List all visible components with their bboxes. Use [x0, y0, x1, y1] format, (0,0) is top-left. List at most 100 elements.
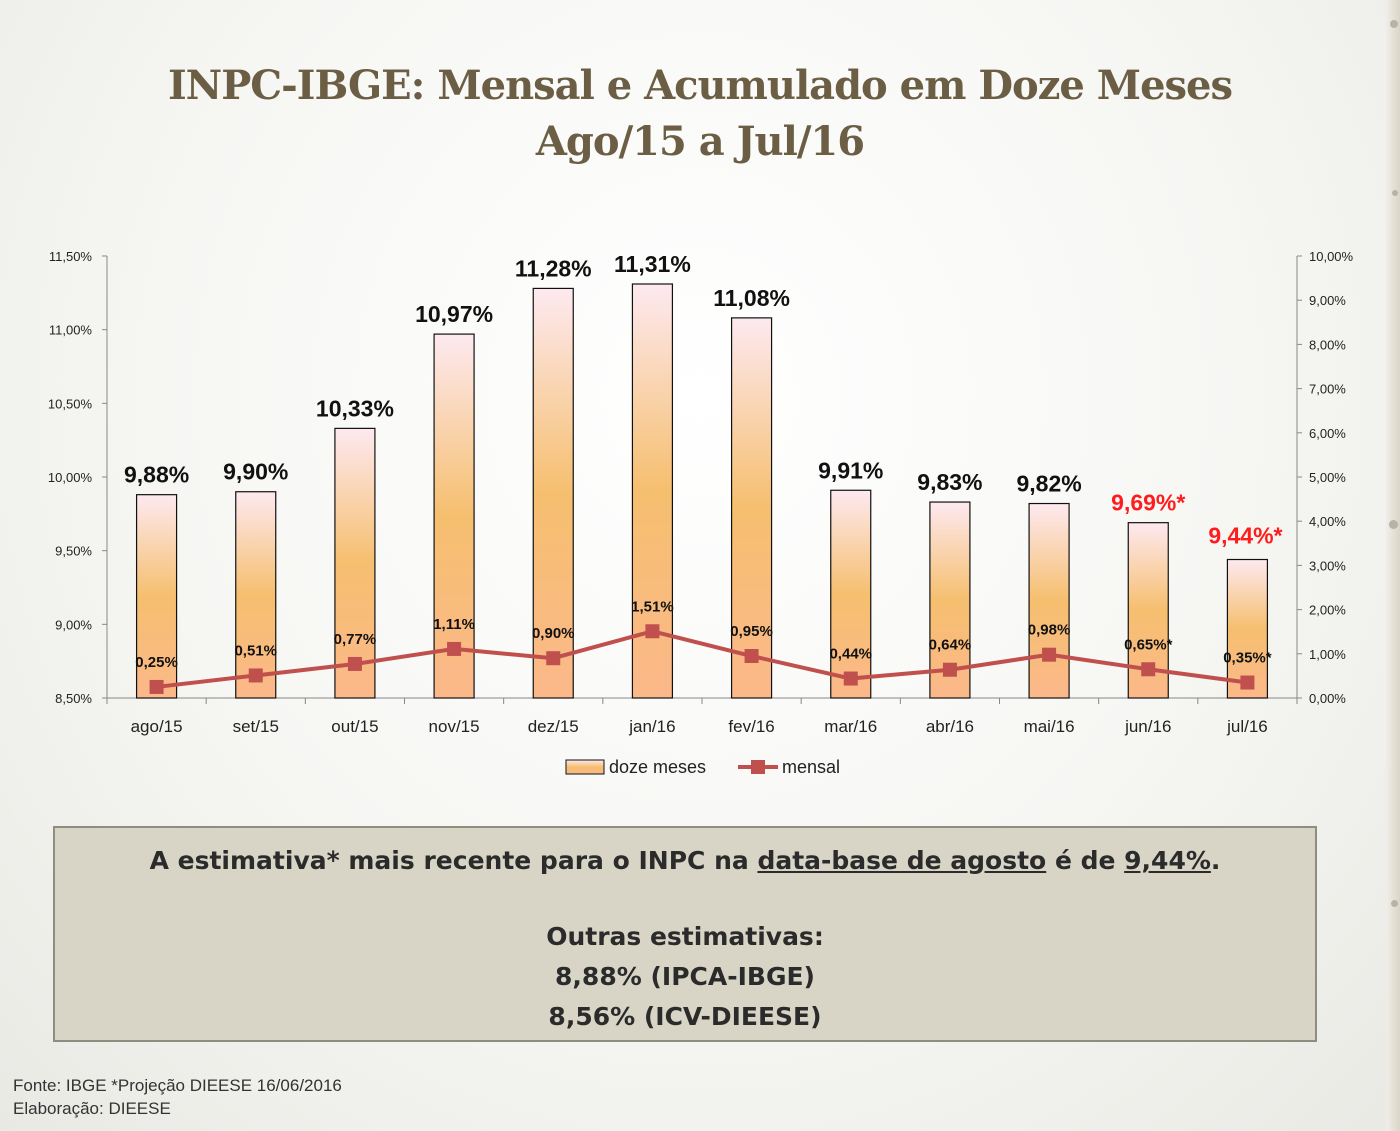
x-axis-tick-label: nov/15: [429, 717, 480, 736]
note-text-pre: A estimativa* mais recente para o INPC n…: [149, 846, 758, 875]
bar-value-label: 9,90%: [223, 459, 288, 485]
right-axis-tick-label: 4,00%: [1309, 514, 1346, 529]
x-axis-tick-label: mar/16: [824, 717, 877, 736]
right-axis-tick-label: 9,00%: [1309, 293, 1346, 308]
marker-mensal: [1141, 662, 1156, 677]
chart-title-line1: INPC-IBGE: Mensal e Acumulado em Doze Me…: [167, 62, 1233, 109]
x-axis-tick-label: dez/15: [528, 717, 579, 736]
footer-source-line: Fonte: IBGE *Projeção DIEESE 16/06/2016: [13, 1076, 342, 1095]
bar-value-label: 9,88%: [124, 462, 189, 488]
left-axis-tick-label: 8,50%: [55, 691, 92, 706]
line-mensal: [156, 629, 1248, 689]
right-axis-tick-label: 7,00%: [1309, 382, 1346, 397]
marker-mensal: [248, 668, 263, 683]
estimate-note-box: A estimativa* mais recente para o INPC n…: [53, 826, 1317, 1042]
bar-doze-meses: [730, 317, 773, 699]
bar-doze-meses: [830, 489, 872, 699]
slide-edge-decoration: [1386, 0, 1400, 1131]
right-axis-tick-label: 3,00%: [1309, 558, 1346, 573]
line-value-label: 0,64%: [929, 637, 972, 654]
chart-title-line2: Ago/15 a Jul/16: [535, 118, 865, 165]
marker-mensal: [1240, 675, 1255, 690]
line-value-label: 0,25%: [135, 654, 178, 671]
marker-mensal: [546, 651, 561, 666]
note-text-mid: é de: [1046, 846, 1125, 875]
x-axis-tick-label: mai/16: [1024, 717, 1075, 736]
right-axis-tick-label: 10,00%: [1309, 249, 1354, 264]
bar-series-doze-meses: [135, 283, 1269, 699]
line-value-label: 0,44%: [829, 646, 872, 663]
estimate-ipca: 8,88% (IPCA-IBGE): [555, 962, 815, 991]
footer-credit-line: Elaboração: DIEESE: [13, 1099, 171, 1118]
marker-mensal: [149, 679, 164, 694]
line-value-label: 1,11%: [433, 616, 475, 633]
bar-doze-meses: [532, 287, 574, 699]
x-axis-tick-label: set/15: [233, 717, 279, 736]
x-axis-tick-label: jun/16: [1124, 717, 1171, 736]
left-axis-tick-label: 10,00%: [48, 470, 93, 485]
chart-axes: 8,50% 9,00% 9,50% 10,00% 10,50% 11,00% 11,50% 0…: [48, 249, 1354, 736]
right-axis-tick-label: 0,00%: [1309, 691, 1346, 706]
footer-source: Fonte: IBGE *Projeção DIEESE 16/06/2016 …: [13, 1074, 342, 1120]
note-text-end: .: [1210, 846, 1221, 875]
right-axis-tick-label: 1,00%: [1309, 647, 1346, 662]
bar-value-label: 11,28%: [515, 255, 592, 281]
left-axis-tick-label: 11,50%: [49, 249, 93, 264]
line-value-label: 0,90%: [532, 625, 575, 642]
bar-doze-meses: [334, 427, 376, 699]
marker-mensal: [447, 641, 462, 656]
left-axis-tick-label: 9,00%: [55, 617, 92, 632]
x-axis-tick-label: fev/16: [728, 717, 774, 736]
bar-doze-meses: [135, 494, 178, 699]
line-value-label: 1,51%: [631, 598, 674, 615]
legend-swatch-bar: [565, 759, 605, 775]
marker-mensal: [942, 662, 957, 677]
bar-value-label: 9,82%: [1016, 471, 1081, 497]
marker-mensal: [843, 671, 858, 686]
bar-value-label: 9,91%: [818, 457, 883, 483]
marker-mensal: [645, 624, 660, 639]
inpc-chart: 8,50% 9,00% 9,50% 10,00% 10,50% 11,00% 11,50% 0…: [48, 249, 1354, 777]
bar-doze-meses: [1226, 558, 1269, 699]
chart-legend: doze meses mensal: [565, 757, 840, 777]
data-labels: 9,88% 9,90% 10,33% 10,97% 11,28% 11,31% 11,08%…: [124, 251, 1283, 671]
legend-swatch-line: [751, 760, 765, 774]
left-axis-tick-label: 10,50%: [48, 396, 93, 411]
bar-value-label: 10,97%: [415, 301, 493, 327]
left-axis-tick-label: 9,50%: [55, 544, 92, 559]
note-estimate-value: 9,44%: [1124, 846, 1211, 875]
estimate-icv: 8,56% (ICV-DIEESE): [548, 1002, 822, 1031]
marker-mensal: [347, 656, 362, 671]
x-axis-tick-label: jan/16: [628, 717, 675, 736]
line-value-label: 0,65%*: [1124, 636, 1173, 653]
line-value-label: 0,98%: [1028, 622, 1071, 639]
estimate-note-main: A estimativa* mais recente para o INPC n…: [55, 846, 1315, 875]
line-series-mensal: [149, 624, 1255, 694]
legend-label-mensal: mensal: [782, 757, 840, 777]
other-estimates-heading: Outras estimativas:: [546, 922, 824, 951]
line-value-label: 0,95%: [730, 623, 773, 640]
bar-doze-meses: [433, 333, 475, 699]
right-axis-tick-label: 2,00%: [1309, 603, 1346, 618]
x-axis-tick-label: out/15: [331, 717, 378, 736]
right-axis-tick-label: 5,00%: [1309, 470, 1346, 485]
legend-label-doze-meses: doze meses: [609, 757, 706, 777]
x-axis-tick-label: ago/15: [131, 717, 183, 736]
chart-title: INPC-IBGE: Mensal e Acumulado em Doze Me…: [0, 58, 1400, 170]
bar-value-label: 11,31%: [614, 251, 691, 277]
bar-doze-meses: [235, 491, 277, 699]
line-value-label: 0,51%: [234, 642, 277, 659]
bar-doze-meses: [1028, 502, 1070, 699]
marker-mensal: [744, 649, 759, 664]
left-axis-tick-label: 11,00%: [49, 323, 93, 338]
bar-value-label: 9,69%*: [1111, 490, 1185, 516]
note-data-base: data-base de agosto: [757, 846, 1047, 875]
line-value-label: 0,35%*: [1223, 650, 1272, 667]
bar-value-label: 11,08%: [713, 285, 790, 311]
bar-value-label: 10,33%: [316, 395, 394, 421]
right-axis-tick-label: 6,00%: [1309, 426, 1346, 441]
x-axis-tick-label: jul/16: [1226, 717, 1268, 736]
bar-value-label: 9,44%*: [1208, 523, 1282, 549]
marker-mensal: [1042, 647, 1057, 662]
right-axis-tick-label: 8,00%: [1309, 337, 1346, 352]
